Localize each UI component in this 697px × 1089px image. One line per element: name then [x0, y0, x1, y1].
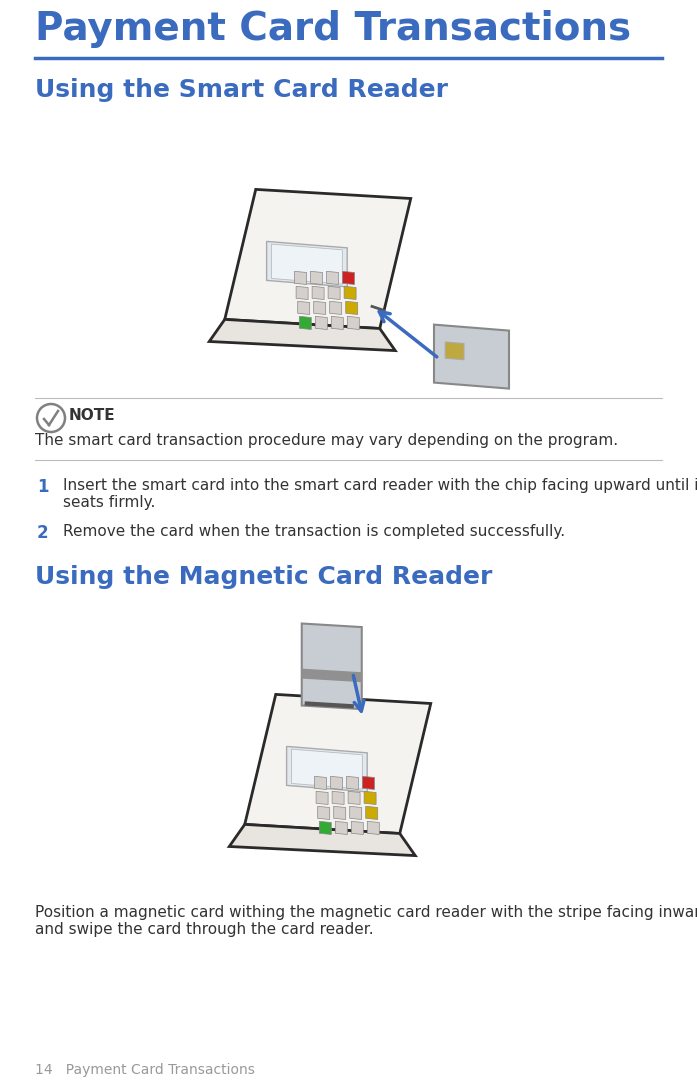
- Polygon shape: [314, 302, 325, 315]
- Text: 14   Payment Card Transactions: 14 Payment Card Transactions: [35, 1063, 255, 1077]
- Text: Using the Magnetic Card Reader: Using the Magnetic Card Reader: [35, 565, 492, 589]
- Polygon shape: [348, 792, 360, 805]
- Polygon shape: [224, 189, 411, 329]
- Polygon shape: [347, 316, 359, 330]
- Polygon shape: [331, 316, 344, 330]
- Text: 2: 2: [37, 524, 49, 542]
- Polygon shape: [315, 316, 328, 330]
- Polygon shape: [245, 695, 431, 833]
- Polygon shape: [302, 624, 362, 709]
- Text: Using the Smart Card Reader: Using the Smart Card Reader: [35, 78, 448, 102]
- Polygon shape: [434, 325, 509, 389]
- Polygon shape: [334, 806, 346, 820]
- Polygon shape: [319, 821, 331, 834]
- Polygon shape: [299, 316, 312, 330]
- Polygon shape: [312, 286, 324, 299]
- Polygon shape: [295, 271, 307, 284]
- Polygon shape: [330, 302, 342, 315]
- Polygon shape: [209, 319, 395, 351]
- Polygon shape: [286, 746, 367, 792]
- Polygon shape: [367, 821, 379, 834]
- Polygon shape: [298, 302, 309, 315]
- Polygon shape: [332, 792, 344, 805]
- Polygon shape: [342, 271, 355, 284]
- Text: NOTE: NOTE: [69, 408, 116, 423]
- Polygon shape: [328, 286, 340, 299]
- Text: Insert the smart card into the smart card reader with the chip facing upward unt: Insert the smart card into the smart car…: [63, 478, 697, 511]
- Text: Remove the card when the transaction is completed successfully.: Remove the card when the transaction is …: [63, 524, 565, 539]
- Polygon shape: [296, 286, 308, 299]
- Polygon shape: [445, 342, 464, 359]
- Polygon shape: [229, 824, 415, 856]
- Polygon shape: [364, 792, 376, 805]
- Polygon shape: [310, 271, 323, 284]
- Text: 1: 1: [37, 478, 49, 495]
- Polygon shape: [314, 776, 326, 790]
- Polygon shape: [362, 776, 374, 790]
- Polygon shape: [291, 749, 362, 790]
- Polygon shape: [271, 244, 342, 284]
- Polygon shape: [318, 806, 330, 820]
- Polygon shape: [351, 821, 363, 834]
- Polygon shape: [346, 302, 358, 315]
- Polygon shape: [344, 286, 356, 299]
- Polygon shape: [335, 821, 347, 834]
- Polygon shape: [346, 776, 358, 790]
- Text: The smart card transaction procedure may vary depending on the program.: The smart card transaction procedure may…: [35, 433, 618, 448]
- Text: Position a magnetic card withing the magnetic card reader with the stripe facing: Position a magnetic card withing the mag…: [35, 905, 697, 938]
- Circle shape: [37, 404, 65, 432]
- Polygon shape: [302, 669, 362, 682]
- Text: Payment Card Transactions: Payment Card Transactions: [35, 10, 631, 48]
- Polygon shape: [266, 242, 347, 286]
- Polygon shape: [316, 792, 328, 805]
- Polygon shape: [350, 806, 362, 820]
- Polygon shape: [366, 806, 378, 820]
- Polygon shape: [330, 776, 342, 790]
- Polygon shape: [326, 271, 339, 284]
